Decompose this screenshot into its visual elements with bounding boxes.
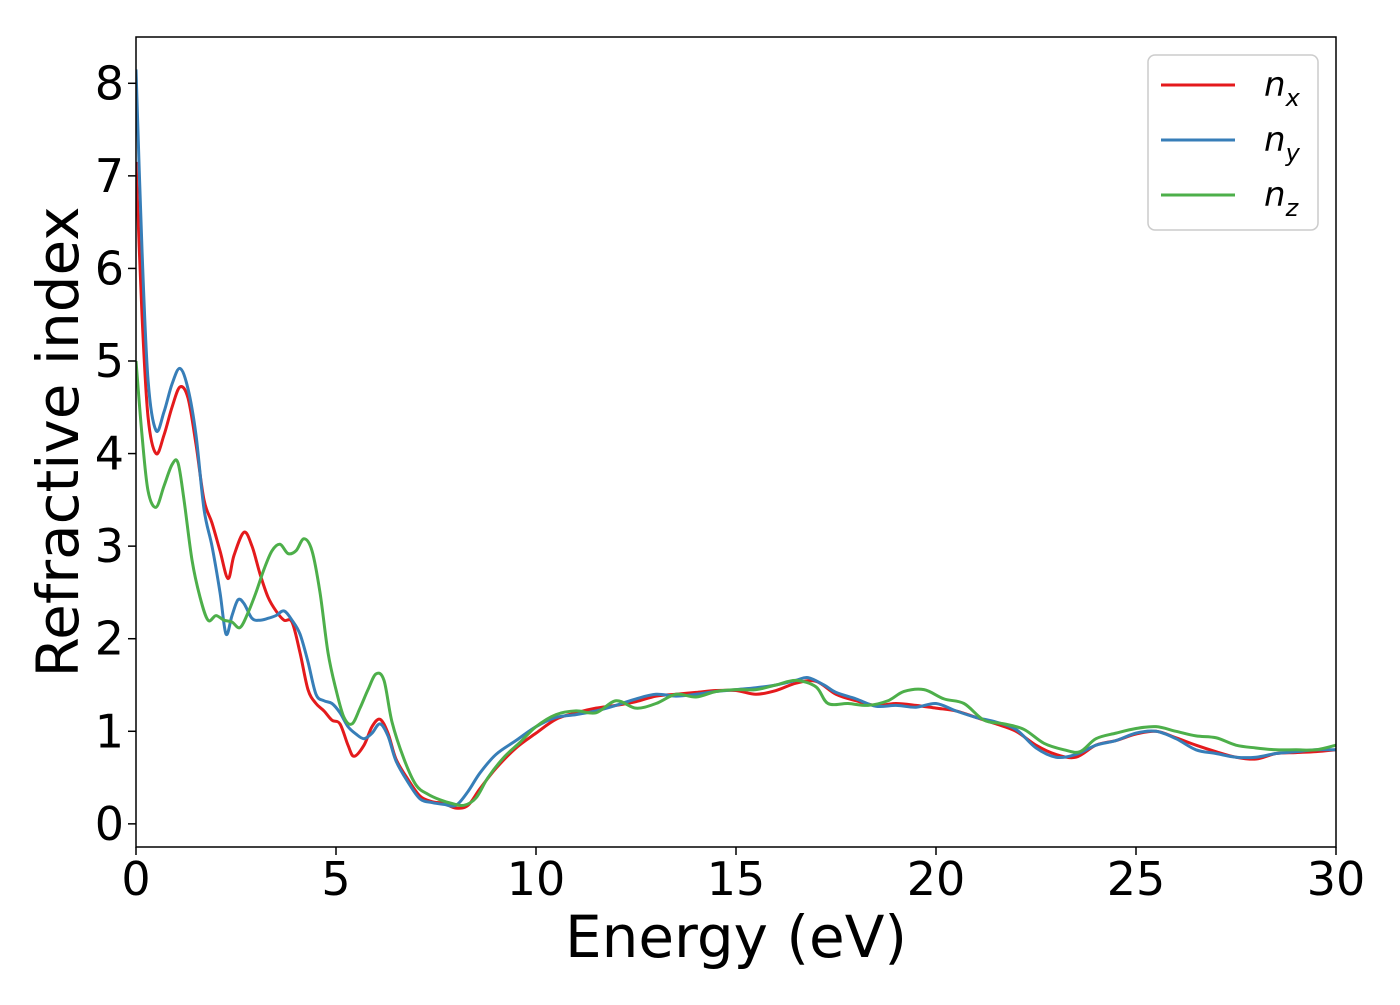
series-line-nx <box>136 161 1336 810</box>
y-tick-label: 4 <box>95 427 124 481</box>
x-tick-label: 0 <box>121 852 150 906</box>
x-tick-label: 25 <box>1107 852 1166 906</box>
y-tick-label: 3 <box>95 519 124 573</box>
tick-layer: 0 5 10 15 20 25 30 0 1 2 3 4 5 6 7 8 <box>95 56 1366 906</box>
x-tick-label: 20 <box>907 852 966 906</box>
y-tick-label: 0 <box>95 797 124 851</box>
x-tick-label: 10 <box>507 852 566 906</box>
legend-entry-ny: ny <box>1264 120 1301 167</box>
series-layer <box>136 69 1336 810</box>
series-line-nz <box>136 360 1336 808</box>
y-axis-title: Refractive index <box>24 206 92 677</box>
y-tick-label: 5 <box>95 334 124 388</box>
x-axis-title: Energy (eV) <box>565 903 907 971</box>
series-line-ny <box>136 69 1336 808</box>
x-tick-label: 30 <box>1307 852 1366 906</box>
x-tick-label: 5 <box>321 852 350 906</box>
legend-box <box>1147 54 1319 231</box>
x-tick-label: 15 <box>707 852 766 906</box>
y-tick-label: 1 <box>95 704 124 758</box>
y-tick-label: 2 <box>95 612 124 666</box>
y-tick-label: 8 <box>95 56 124 110</box>
y-tick-label: 6 <box>95 241 124 295</box>
y-tick-label: 7 <box>95 149 124 203</box>
